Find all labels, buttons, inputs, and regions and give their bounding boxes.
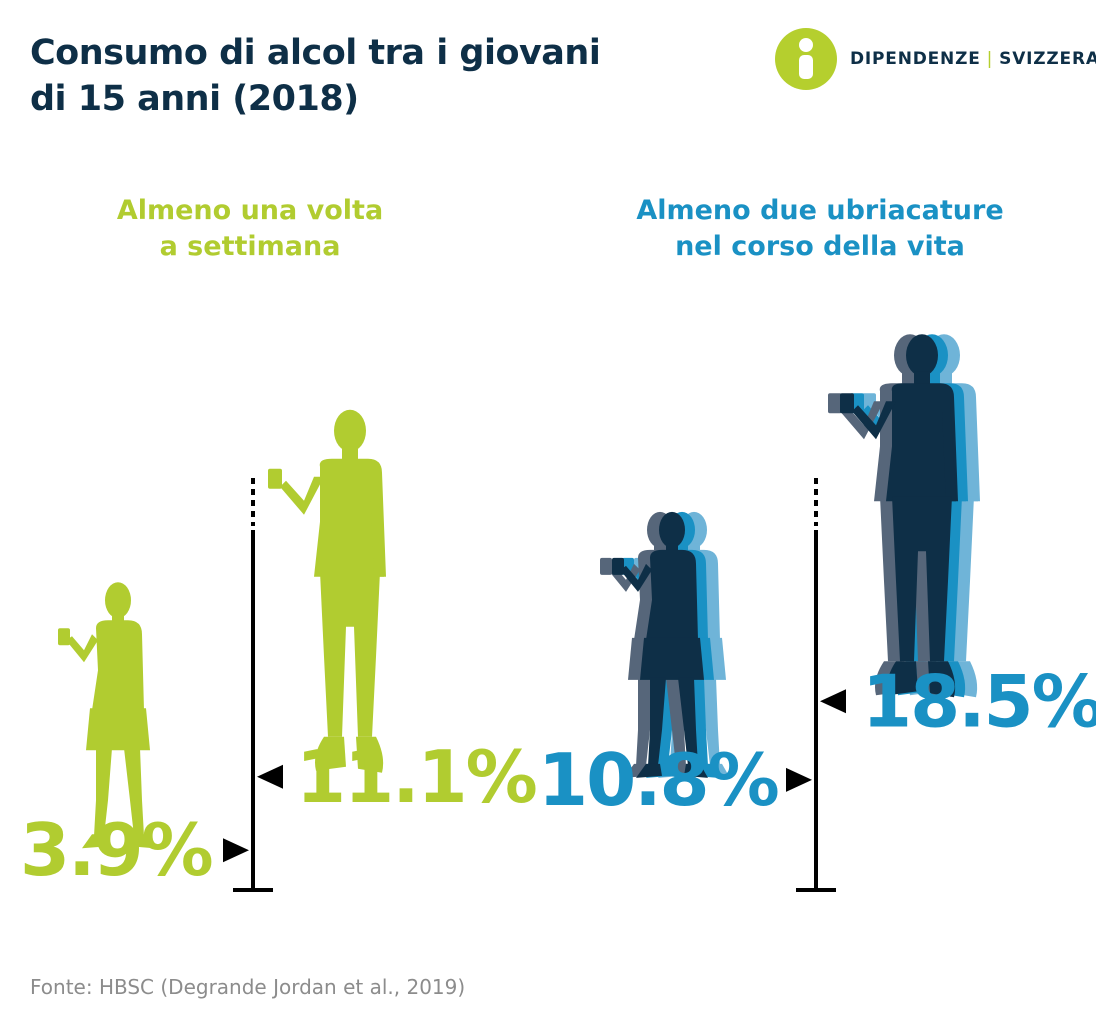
chart-panel-2: 10.8% 18.5% — [538, 334, 1096, 892]
boy-figure-icon — [268, 409, 386, 773]
chart-title-line-1: Consumo di alcol tra i giovani — [30, 33, 601, 73]
source-note: Fonte: HBSC (Degrande Jordan et al., 201… — [30, 975, 466, 999]
logo-name-part-2: SVIZZERA — [999, 49, 1096, 69]
organization-logo: DIPENDENZE | SVIZZERA — [774, 27, 1096, 91]
panel-drunk-title: Almeno due ubriacature nel corso della v… — [590, 193, 1050, 265]
logo-separator: | — [986, 49, 994, 69]
logo-wordmark: DIPENDENZE | SVIZZERA — [850, 49, 1096, 69]
value-label: 18.5% — [862, 659, 1096, 743]
chart-title-line-2: di 15 anni (2018) — [30, 79, 359, 119]
value-label: 10.8% — [538, 738, 778, 822]
value-marker — [786, 767, 812, 792]
value-label: 11.1% — [296, 735, 536, 819]
value-axis — [233, 478, 273, 892]
value-label: 3.9% — [20, 808, 212, 892]
panel-drunk-title-line-1: Almeno due ubriacature — [636, 195, 1004, 226]
panel-drunk-title-line-2: nel corso della vita — [675, 231, 965, 262]
value-marker — [820, 689, 846, 714]
logo-name-part-1: DIPENDENZE — [850, 49, 981, 69]
value-marker — [257, 764, 283, 789]
chart-panel-1: 3.9% 11.1% — [20, 409, 538, 892]
girl-figure-icon — [58, 582, 154, 849]
person-circle-icon — [775, 28, 837, 90]
value-marker — [223, 838, 249, 863]
value-axis — [796, 478, 836, 892]
chart-title: Consumo di alcol tra i giovani di 15 ann… — [30, 30, 601, 122]
girl-figure-icon — [600, 511, 730, 778]
panel-weekly-title-line-1: Almeno una volta — [116, 195, 384, 226]
panel-weekly-title: Almeno una volta a settimana — [60, 193, 440, 265]
boy-figure-icon — [828, 334, 980, 698]
panel-weekly-title-line-2: a settimana — [159, 231, 341, 262]
